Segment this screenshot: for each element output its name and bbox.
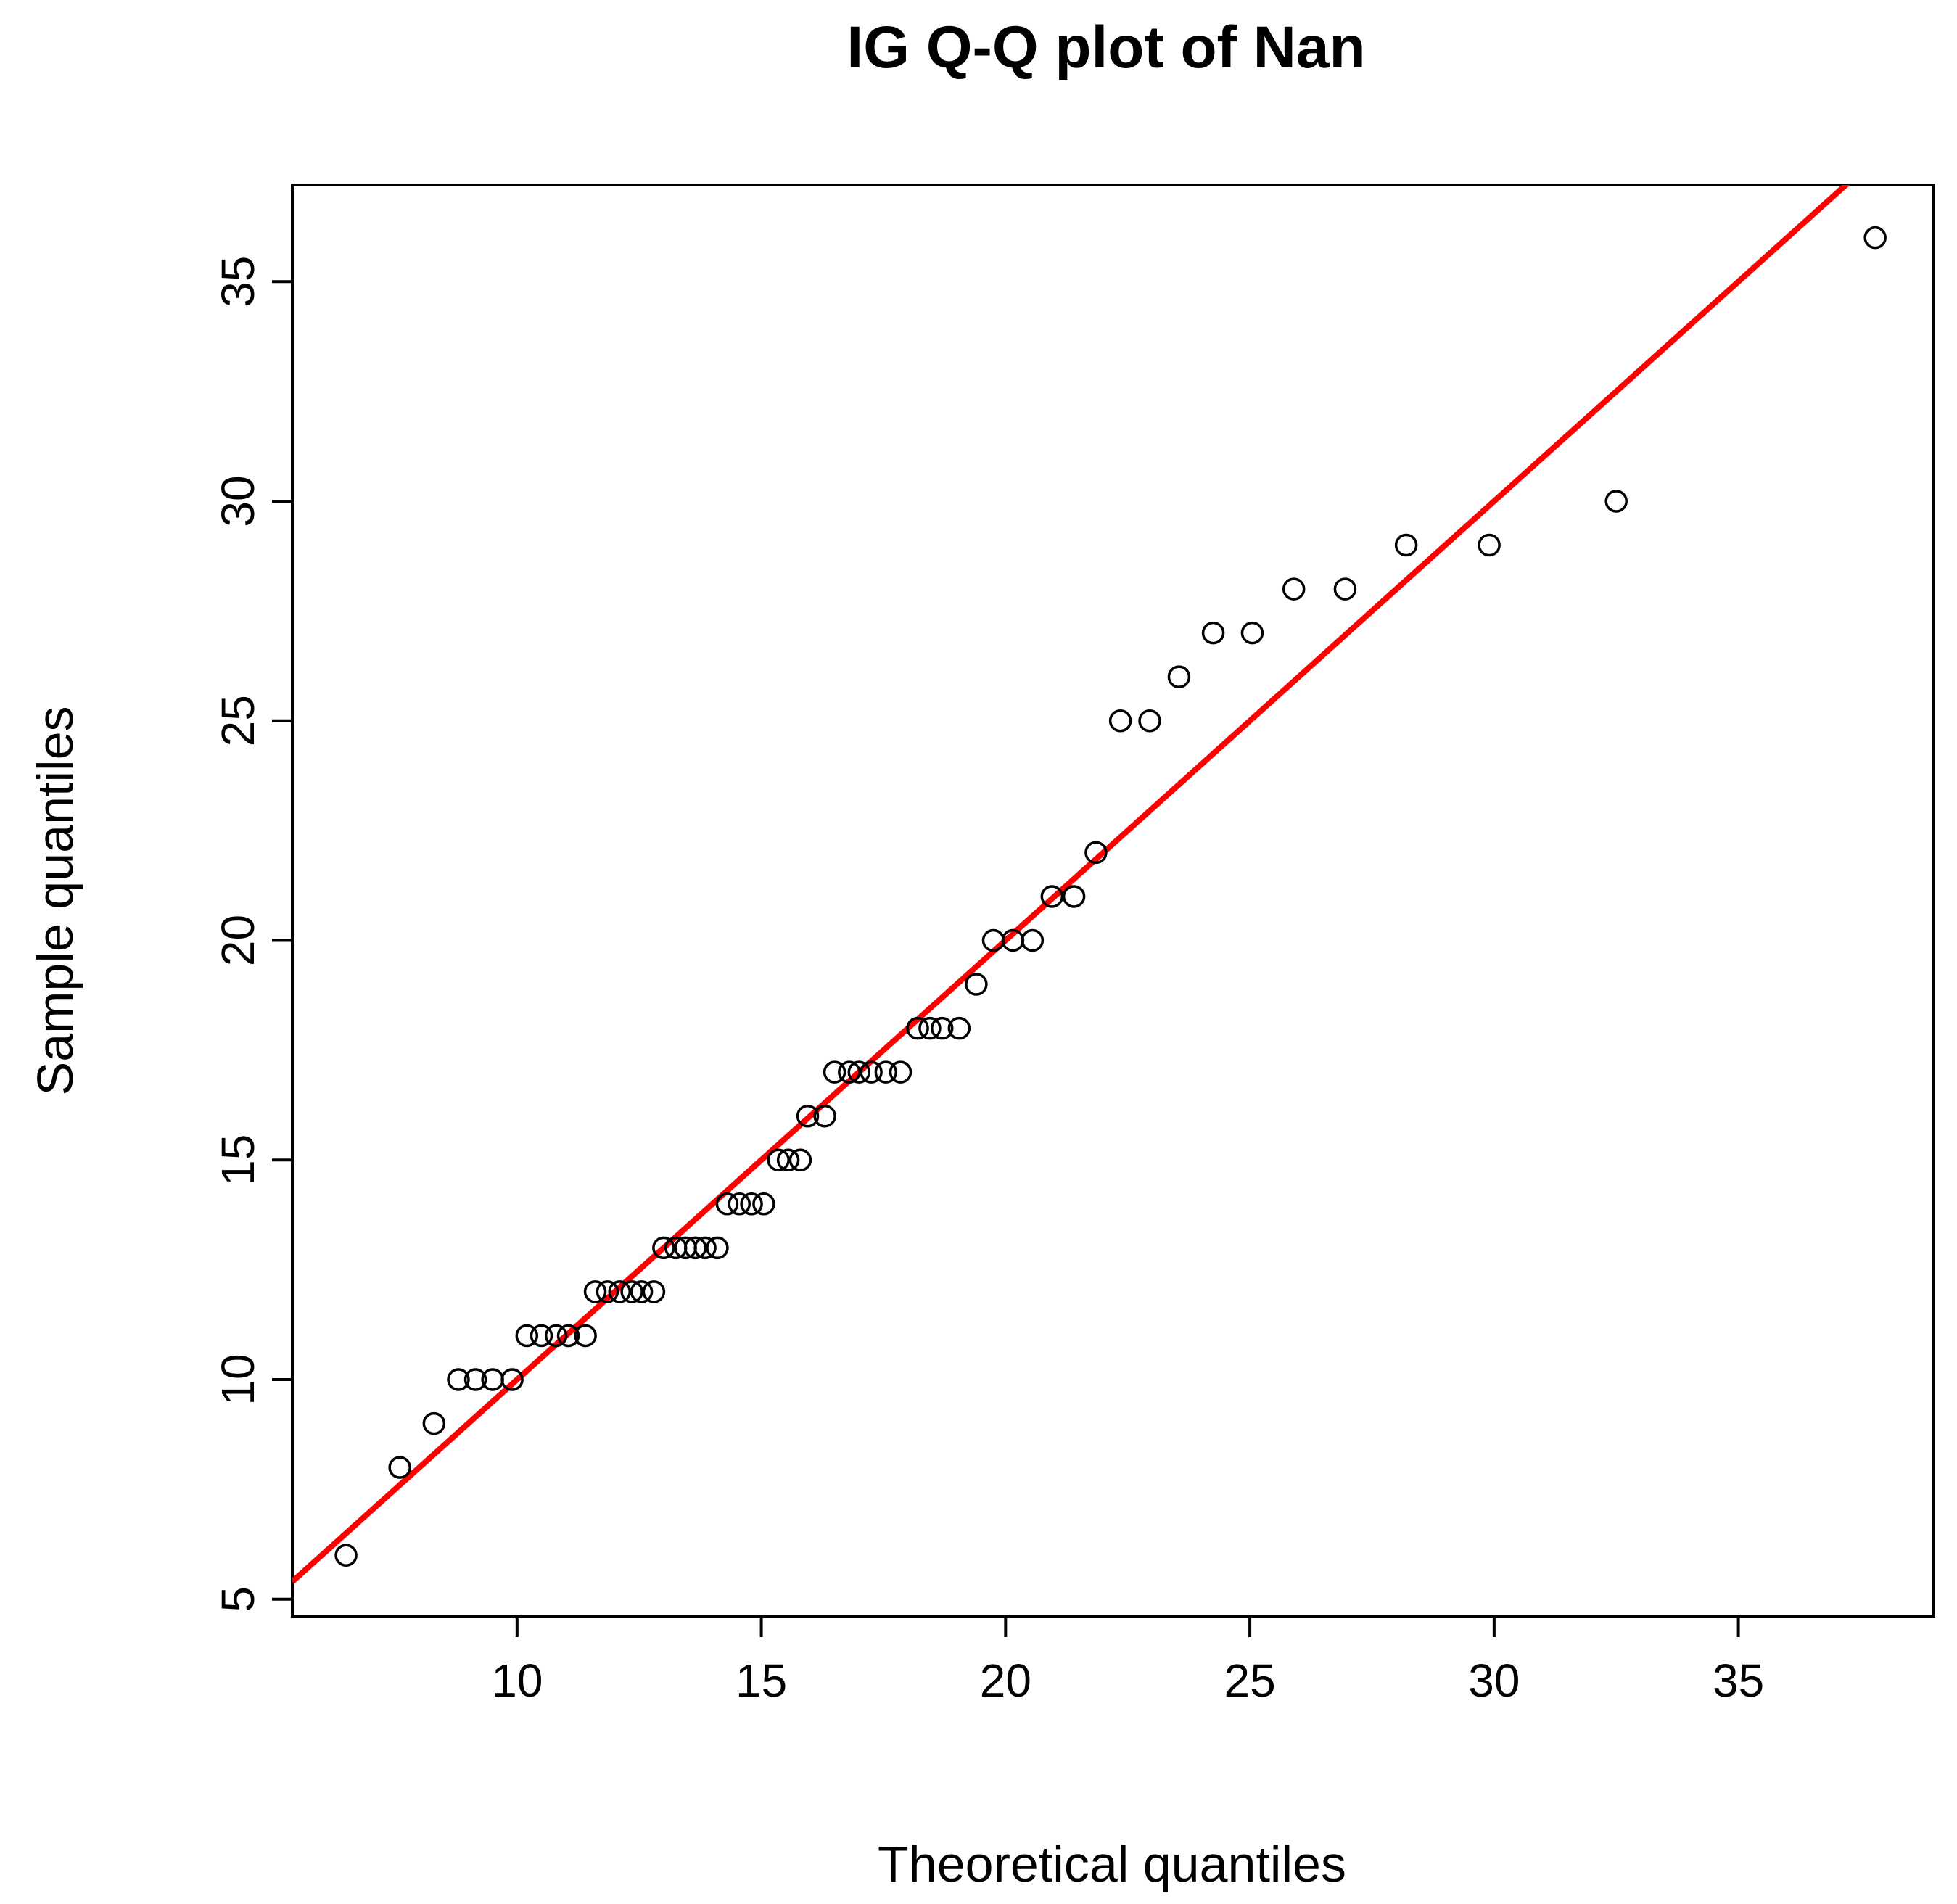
y-tick-label: 10 <box>212 1353 264 1405</box>
x-tick-label: 20 <box>980 1654 1031 1707</box>
data-point <box>838 1060 861 1084</box>
data-point <box>544 1324 568 1348</box>
data-point <box>1062 885 1086 908</box>
y-tick-label: 30 <box>212 475 264 527</box>
data-point <box>796 1104 820 1128</box>
y-axis: 5 10 15 20 25 30 35 <box>212 256 292 1612</box>
data-point <box>847 1060 871 1084</box>
data-point <box>906 1016 929 1040</box>
data-point <box>693 1236 717 1260</box>
data-point <box>596 1280 619 1303</box>
data-point <box>715 1192 739 1216</box>
data-point <box>918 1016 942 1040</box>
data-point <box>931 1016 954 1040</box>
data-point <box>1394 533 1418 557</box>
data-point <box>788 1148 812 1172</box>
data-point <box>740 1192 763 1216</box>
y-tick-label: 20 <box>212 915 264 966</box>
data-point <box>1604 490 1628 513</box>
y-tick-label: 25 <box>212 695 264 746</box>
data-point <box>965 973 988 996</box>
data-point <box>630 1280 654 1303</box>
x-tick-label: 30 <box>1468 1654 1520 1707</box>
data-point <box>620 1280 643 1303</box>
data-point <box>388 1456 411 1479</box>
x-tick-label: 35 <box>1713 1654 1764 1707</box>
y-tick-label: 35 <box>212 256 264 308</box>
data-point <box>583 1280 607 1303</box>
data-point <box>334 1544 358 1567</box>
plot-area <box>292 185 1887 1584</box>
data-point <box>1478 533 1501 557</box>
data-point <box>1084 841 1108 865</box>
data-point <box>447 1368 470 1391</box>
x-tick-label: 25 <box>1224 1654 1275 1707</box>
data-point <box>683 1236 707 1260</box>
data-point <box>515 1324 539 1348</box>
data-point <box>608 1280 632 1303</box>
data-point <box>1167 665 1191 688</box>
data-point <box>1240 621 1264 645</box>
data-point <box>556 1324 580 1348</box>
x-tick-label: 15 <box>736 1654 787 1707</box>
reference-line <box>292 185 1850 1584</box>
data-point <box>889 1060 912 1084</box>
data-point <box>1108 709 1132 733</box>
plot-frame <box>291 184 1935 1618</box>
data-point <box>652 1236 675 1260</box>
data-point <box>1040 885 1064 908</box>
data-point <box>1201 621 1225 645</box>
y-tick-label: 15 <box>212 1134 264 1186</box>
chart-title: IG Q-Q plot of Nan <box>846 15 1365 81</box>
x-axis: 10 15 20 25 30 35 <box>491 1617 1764 1707</box>
data-point <box>860 1060 883 1084</box>
data-point <box>752 1192 775 1216</box>
data-point <box>1138 709 1161 733</box>
data-point <box>1863 226 1887 250</box>
data-point <box>813 1104 836 1128</box>
data-point <box>574 1324 597 1348</box>
data-point <box>706 1236 729 1260</box>
data-point <box>874 1060 898 1084</box>
data-point <box>767 1148 790 1172</box>
data-point <box>823 1060 846 1084</box>
data-point <box>464 1368 487 1391</box>
data-point <box>500 1368 524 1391</box>
data-point <box>1021 928 1045 952</box>
y-axis-label: Sample quantiles <box>27 706 83 1096</box>
x-axis-label: Theoretical quantiles <box>878 1836 1346 1892</box>
data-point <box>642 1280 666 1303</box>
x-tick-label: 10 <box>491 1654 543 1707</box>
data-point <box>947 1016 971 1040</box>
data-point <box>530 1324 553 1348</box>
y-tick-label: 5 <box>212 1586 264 1612</box>
data-point <box>1333 577 1357 601</box>
data-point <box>728 1192 751 1216</box>
data-point <box>422 1411 446 1435</box>
data-point <box>1282 577 1306 601</box>
data-point <box>776 1148 800 1172</box>
